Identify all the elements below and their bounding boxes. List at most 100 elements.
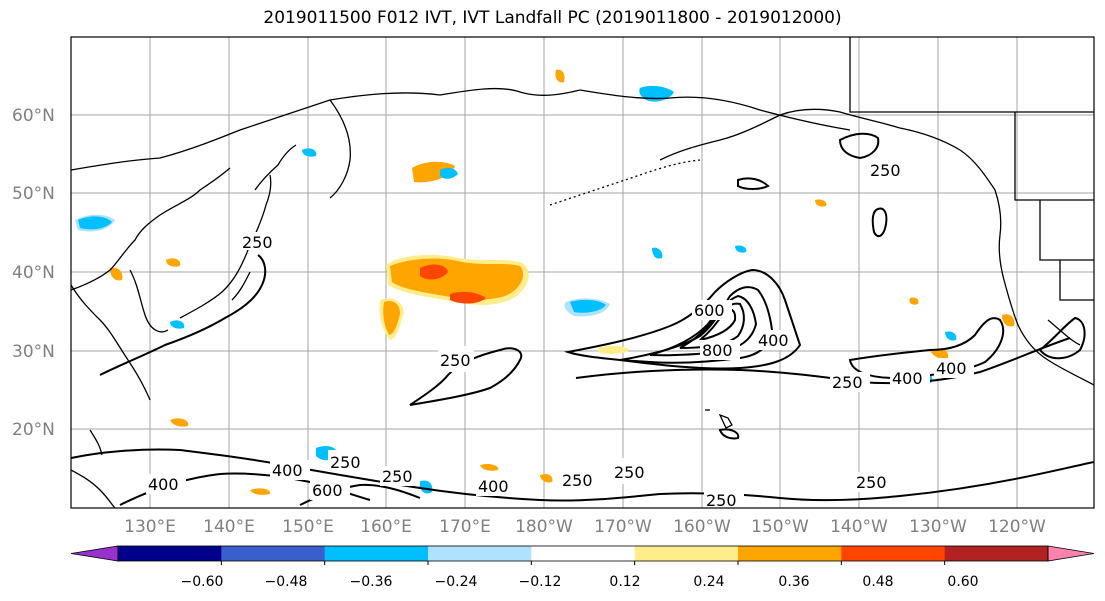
lon-label: 170°E [439, 517, 491, 537]
asia-coast [71, 167, 231, 291]
colorbar-segment [118, 546, 222, 561]
map-title: 2019011500 F012 IVT, IVT Landfall PC (20… [263, 8, 842, 28]
longitude-labels: 130°E 140°E 150°E 160°E 170°E 180°W 170°… [124, 517, 1046, 537]
contour-label: 250 [330, 453, 361, 472]
contour-label: 250 [382, 467, 413, 486]
alaska-north-coast [579, 89, 851, 131]
colorbar-ticks: −0.60 −0.48 −0.36 −0.24 −0.12 0.12 0.24 … [181, 574, 979, 590]
contour-label: 400 [892, 369, 923, 388]
colorbar-tick-label: −0.24 [435, 574, 478, 590]
lon-label: 150°W [751, 517, 809, 537]
colorbar-segment [738, 546, 842, 561]
siberia-coast [71, 87, 581, 171]
korea-coast [129, 269, 169, 333]
lon-label: 160°E [360, 517, 412, 537]
colorbar [70, 545, 1095, 565]
philippines-coast [71, 469, 116, 508]
canada-us-border [1014, 112, 1094, 201]
contour-250-west [99, 254, 267, 376]
contour-250-south [71, 448, 1094, 502]
ivt-contours [71, 132, 1094, 506]
colorbar-segment [531, 546, 636, 561]
contour-label: 250 [440, 351, 471, 370]
kamchatka-coast [329, 99, 351, 199]
colorbar-tick-label: −0.60 [181, 574, 224, 590]
colorbar-tick-label: 0.24 [693, 574, 724, 590]
colorbar-tick-label: 0.48 [862, 574, 893, 590]
contour-label: 400 [936, 359, 967, 378]
gridlines [71, 37, 1094, 508]
contour-250-east [575, 337, 1071, 385]
lat-label: 60°N [12, 106, 55, 126]
contour-1000-central [699, 308, 737, 341]
contour-label: 600 [312, 481, 343, 500]
contour-label: 800 [702, 341, 733, 360]
lon-label: 170°W [594, 517, 652, 537]
china-coast [71, 284, 151, 401]
taiwan-coast [89, 429, 103, 456]
contour-250-hawaii [718, 428, 740, 440]
lon-label: 180°W [515, 517, 573, 537]
contour-250-coast [1038, 316, 1086, 360]
lat-label: 30°N [12, 342, 55, 362]
colorbar-segment [944, 546, 1049, 561]
contour-label: 400 [148, 475, 179, 494]
contour-label: 250 [856, 473, 887, 492]
colorbar-extend-low [70, 545, 119, 562]
us-state-border [1039, 200, 1094, 261]
colorbar-tick-label: −0.12 [519, 574, 562, 590]
na-west-coast [994, 189, 1094, 386]
colorbar-tick-label: −0.48 [265, 574, 308, 590]
colorbar-tick-label: 0.12 [609, 574, 640, 590]
contour-250-central [564, 268, 802, 370]
contour-label: 400 [272, 461, 303, 480]
lon-label: 120°W [988, 517, 1046, 537]
colorbar-tick-label: −0.36 [350, 574, 393, 590]
contour-250-midpacific [409, 347, 523, 406]
us-state-border-2 [1059, 260, 1094, 301]
contour-label: 600 [694, 301, 725, 320]
colorbar-outline [117, 545, 1049, 562]
contour-label: 400 [478, 477, 509, 496]
contour-label: 250 [706, 491, 737, 510]
colorbar-tick-label: 0.36 [778, 574, 809, 590]
hawaii-island [718, 413, 733, 429]
lon-label: 130°E [124, 517, 176, 537]
colorbar-tick-label: 0.60 [947, 574, 978, 590]
contour-label: 250 [832, 373, 863, 392]
colorbar-segment [428, 546, 532, 561]
contour-label: 250 [870, 161, 901, 180]
alaska-gulf-coast [659, 108, 996, 191]
latitude-labels: 60°N 50°N 40°N 30°N 20°N [12, 106, 55, 440]
contour-250-alaska [838, 132, 880, 160]
map-area: 250 250 250 250 400 400 400 400 400 600 … [71, 37, 1094, 510]
colorbar-segment [634, 546, 739, 561]
contour-label: 250 [562, 471, 593, 490]
lat-label: 40°N [12, 263, 55, 283]
contour-label: 250 [242, 233, 273, 252]
japan-island-coast [231, 271, 251, 301]
contour-labels: 250 250 250 250 400 400 400 400 400 600 … [146, 158, 974, 510]
contour-label: 250 [614, 463, 645, 482]
contour-label: 400 [758, 331, 789, 350]
negative-pc-fills [75, 85, 957, 494]
colorbar-segment [841, 546, 946, 561]
map-frame [70, 36, 1095, 509]
aleutian-chain [549, 159, 701, 206]
lon-label: 130°W [909, 517, 967, 537]
hokkaido-coast [254, 144, 297, 191]
baja-coast [1047, 319, 1081, 346]
lat-label: 20°N [12, 420, 55, 440]
colorbar-segment [221, 546, 326, 561]
positive-pc-fills [110, 69, 1015, 495]
lat-label: 50°N [12, 184, 55, 204]
contour-250-small-2 [871, 207, 888, 238]
contour-250-small [737, 177, 770, 190]
alaska-canada-border [849, 37, 1094, 113]
lon-label: 160°W [673, 517, 731, 537]
colorbar-extend-high [1047, 545, 1095, 562]
lon-label: 140°W [830, 517, 888, 537]
coastlines [71, 37, 1094, 508]
colorbar-segment [324, 546, 429, 561]
